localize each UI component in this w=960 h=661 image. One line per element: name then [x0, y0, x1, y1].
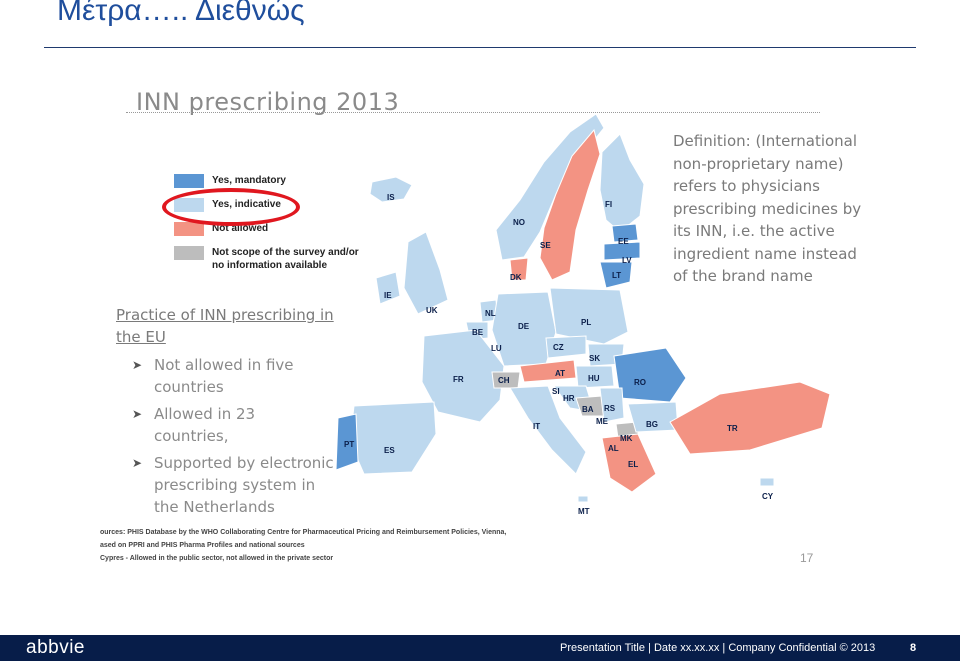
definition-text: Definition: (International non-proprieta…	[673, 132, 862, 285]
country-label-AL: AL	[608, 444, 619, 453]
country-label-SI: SI	[552, 387, 560, 396]
legend-label: Not allowed	[212, 223, 269, 234]
bullet-item: ➤ Allowed in 23 countries,	[132, 403, 334, 447]
legend-item-mandatory: Yes, mandatory	[174, 174, 286, 188]
footer-text: Presentation Title | Date xx.xx.xx | Com…	[560, 642, 876, 654]
sources-note: ources: PHIS Database by the WHO Collabo…	[100, 526, 506, 565]
country-label-EL: EL	[628, 460, 638, 469]
country-label-AT: AT	[555, 369, 565, 378]
country-label-LV: LV	[622, 256, 632, 265]
title-divider	[44, 47, 916, 48]
country-label-ME: ME	[596, 417, 609, 426]
practice-heading: Practice of INN prescribing in the EU	[116, 306, 334, 346]
country-label-PT: PT	[344, 440, 354, 449]
country-label-IS: IS	[387, 193, 395, 202]
country-shape-TR	[669, 381, 831, 455]
country-shape-LT	[599, 261, 633, 289]
arrow-bullet-icon: ➤	[132, 358, 143, 372]
country-label-LT: LT	[612, 271, 621, 280]
bullet-text: Allowed in 23 countries,	[154, 405, 256, 445]
country-shape-MT	[577, 495, 589, 503]
bullet-text: Not allowed in five countries	[154, 356, 294, 396]
country-shape-EE	[611, 223, 639, 243]
country-shape-HU	[575, 365, 615, 389]
legend-swatch	[174, 222, 204, 236]
bullet-item: ➤ Supported by electronic prescribing sy…	[132, 452, 334, 518]
country-shape-LV	[603, 241, 641, 261]
country-shape-IT	[509, 385, 587, 475]
source-line: Cypres - Allowed in the public sector, n…	[100, 555, 334, 562]
country-label-HU: HU	[588, 374, 600, 383]
country-label-MT: MT	[578, 507, 590, 516]
slide-title: Μέτρα….. Διεθνώς	[57, 0, 305, 27]
country-label-CY: CY	[762, 492, 774, 501]
country-shape-DK	[509, 257, 529, 281]
country-shape-AT	[519, 359, 577, 383]
country-label-BG: BG	[646, 420, 658, 429]
country-shape-CY	[759, 477, 775, 487]
figure-title: INN prescribing 2013	[136, 88, 400, 116]
country-label-SK: SK	[589, 354, 600, 363]
country-label-UK: UK	[426, 306, 438, 315]
country-label-DE: DE	[518, 322, 530, 331]
country-shape-IS	[369, 176, 413, 203]
country-shape-FI	[599, 133, 645, 233]
figure-title-divider	[126, 112, 820, 113]
country-label-MK: MK	[620, 434, 633, 443]
country-shape-FR	[421, 329, 505, 423]
country-shape-UK	[403, 231, 449, 315]
source-line: ased on PPRI and PHIS Pharma Profiles an…	[100, 542, 305, 549]
country-label-NO: NO	[513, 218, 525, 227]
country-label-FR: FR	[453, 375, 464, 384]
arrow-bullet-icon: ➤	[132, 456, 143, 470]
highlight-ellipse	[162, 188, 300, 226]
country-label-NL: NL	[485, 309, 496, 318]
country-label-FI: FI	[605, 200, 612, 209]
footer-bar: abbvie Presentation Title | Date xx.xx.x…	[0, 635, 960, 661]
country-shape-PT	[335, 413, 359, 471]
country-shape-SE	[539, 128, 601, 281]
country-label-RO: RO	[634, 378, 646, 387]
europe-map: IS NO SE FI EE LV LT DK IE UK NL BE LU D…	[335, 113, 831, 516]
country-label-LU: LU	[491, 344, 502, 353]
country-label-BA: BA	[582, 405, 594, 414]
legend-label: Yes, mandatory	[212, 175, 286, 186]
country-label-HR: HR	[563, 394, 575, 403]
country-label-IE: IE	[384, 291, 392, 300]
arrow-bullet-icon: ➤	[132, 407, 143, 421]
country-label-ES: ES	[384, 446, 395, 455]
country-label-SE: SE	[540, 241, 551, 250]
country-label-BE: BE	[472, 328, 484, 337]
country-label-CH: CH	[498, 376, 510, 385]
slide-number: 8	[910, 642, 917, 654]
figure-page-number: 17	[800, 551, 814, 565]
country-label-DK: DK	[510, 273, 522, 282]
country-label-CZ: CZ	[553, 343, 564, 352]
source-line: ources: PHIS Database by the WHO Collabo…	[100, 529, 507, 536]
legend-swatch	[174, 246, 204, 260]
legend-swatch	[174, 174, 204, 188]
country-label-IT: IT	[533, 422, 540, 431]
abbvie-logo: abbvie	[26, 637, 85, 658]
country-label-EE: EE	[618, 237, 629, 246]
legend-item-no-information: Not scope of the survey and/or no inform…	[174, 246, 372, 272]
country-label-RS: RS	[604, 404, 616, 413]
bullet-item: ➤ Not allowed in five countries	[132, 354, 334, 398]
country-shape-EL	[601, 433, 657, 493]
country-label-PL: PL	[581, 318, 591, 327]
legend-item-not-allowed: Not allowed	[174, 222, 268, 236]
country-shape-RO	[613, 347, 687, 403]
country-label-TR: TR	[727, 424, 738, 433]
country-shape-IE	[375, 271, 401, 305]
legend-label: Not scope of the survey and/or no inform…	[212, 247, 359, 271]
country-shape-RS	[599, 387, 625, 423]
country-shape-CZ	[545, 335, 587, 359]
bullet-text: Supported by electronic prescribing syst…	[154, 454, 334, 516]
country-shape-ES	[349, 401, 437, 475]
country-shape-PL	[549, 287, 629, 345]
inn-prescribing-figure: IS NO SE FI EE LV LT DK IE UK NL BE LU D…	[100, 82, 862, 572]
